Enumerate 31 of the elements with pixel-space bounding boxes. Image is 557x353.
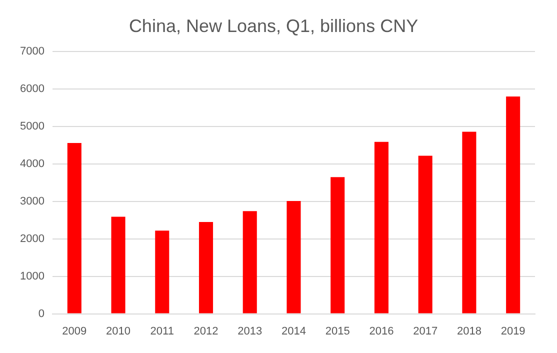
x-tick-label: 2013 <box>238 325 262 338</box>
y-tick-label: 6000 <box>20 83 44 96</box>
x-tick-label: 2010 <box>106 325 131 338</box>
y-tick-label: 7000 <box>20 46 44 58</box>
x-tick-label: 2009 <box>62 325 87 338</box>
x-tick-label: 2012 <box>194 325 218 338</box>
bar <box>418 156 432 314</box>
x-tick-label: 2011 <box>150 325 174 338</box>
bar <box>374 142 388 314</box>
bar <box>286 201 301 314</box>
bar <box>462 132 476 314</box>
y-tick-label: 2000 <box>20 232 44 245</box>
bar <box>330 177 345 314</box>
bar <box>242 211 257 314</box>
y-tick-label: 4000 <box>20 158 44 170</box>
y-tick-label: 0 <box>38 308 44 320</box>
x-tick-label: 2016 <box>369 325 394 338</box>
bar <box>111 216 126 314</box>
x-tick-label: 2015 <box>325 325 350 338</box>
chart-title: China, New Loans, Q1, billions CNY <box>128 16 418 36</box>
x-tick-label: 2017 <box>413 325 438 338</box>
bar <box>155 230 170 314</box>
y-tick-label: 1000 <box>20 270 44 282</box>
x-tick-label: 2014 <box>281 325 306 338</box>
bar <box>506 96 520 314</box>
bar <box>67 142 82 314</box>
y-tick-label: 3000 <box>20 195 44 208</box>
bar <box>198 222 214 314</box>
y-tick-label: 5000 <box>20 120 44 133</box>
x-tick-label: 2019 <box>500 325 526 338</box>
x-tick-label: 2018 <box>456 325 482 338</box>
